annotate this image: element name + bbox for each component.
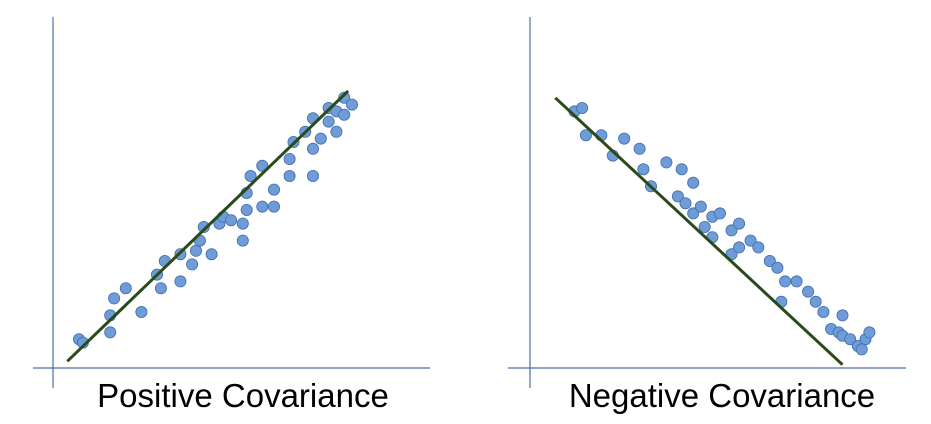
- negative-covariance-panel: Negative Covariance: [508, 17, 906, 414]
- data-point: [256, 159, 269, 172]
- data-point: [725, 224, 738, 237]
- data-point: [314, 132, 327, 145]
- trend-line: [554, 96, 844, 366]
- data-point: [771, 261, 784, 274]
- chart-caption: Positive Covariance: [97, 377, 389, 414]
- data-point: [330, 125, 343, 138]
- data-point: [687, 176, 700, 189]
- trend-line: [66, 89, 350, 363]
- data-point: [809, 295, 822, 308]
- data-point: [855, 343, 868, 356]
- data-point: [322, 115, 335, 128]
- data-point: [733, 217, 746, 230]
- data-point: [679, 197, 692, 210]
- data-point: [205, 248, 218, 261]
- data-point: [225, 214, 238, 227]
- data-point: [694, 200, 707, 213]
- data-point: [189, 244, 202, 257]
- data-point: [618, 132, 631, 145]
- data-point: [844, 333, 857, 346]
- data-point: [576, 102, 589, 115]
- data-point: [763, 254, 776, 267]
- data-point: [174, 275, 187, 288]
- data-point: [660, 156, 673, 169]
- positive-covariance-panel: Positive Covariance: [33, 17, 430, 414]
- data-point: [240, 203, 253, 216]
- data-point: [779, 275, 792, 288]
- data-point: [637, 163, 650, 176]
- data-point: [267, 200, 280, 213]
- data-point: [119, 282, 132, 295]
- data-points: [568, 102, 876, 356]
- data-point: [687, 207, 700, 220]
- data-point: [733, 241, 746, 254]
- data-point: [108, 292, 121, 305]
- data-point: [186, 258, 199, 271]
- data-point: [817, 305, 830, 318]
- data-point: [675, 163, 688, 176]
- data-point: [236, 217, 249, 230]
- data-point: [698, 220, 711, 233]
- data-point: [790, 275, 803, 288]
- data-point: [579, 129, 592, 142]
- data-point: [154, 282, 167, 295]
- data-point: [802, 285, 815, 298]
- data-point: [863, 326, 876, 339]
- data-point: [283, 169, 296, 182]
- data-point: [236, 234, 249, 247]
- data-point: [104, 326, 117, 339]
- data-point: [744, 234, 757, 247]
- data-point: [714, 207, 727, 220]
- data-point: [244, 169, 257, 182]
- data-point: [671, 190, 684, 203]
- data-point: [633, 142, 646, 155]
- data-point: [338, 91, 351, 104]
- data-point: [283, 152, 296, 165]
- data-point: [338, 108, 351, 121]
- data-point: [836, 309, 849, 322]
- data-point: [306, 169, 319, 182]
- data-point: [306, 142, 319, 155]
- data-point: [197, 220, 210, 233]
- data-point: [752, 241, 765, 254]
- data-point: [345, 98, 358, 111]
- chart-caption: Negative Covariance: [569, 377, 875, 414]
- data-point: [256, 200, 269, 213]
- data-point: [135, 305, 148, 318]
- data-point: [267, 183, 280, 196]
